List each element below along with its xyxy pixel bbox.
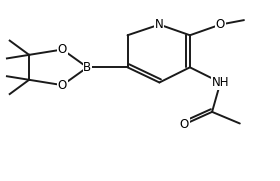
Text: B: B	[83, 61, 91, 74]
Text: O: O	[216, 18, 225, 31]
Text: N: N	[155, 18, 164, 31]
Text: O: O	[58, 79, 67, 92]
Text: O: O	[58, 43, 67, 56]
Text: O: O	[180, 118, 189, 131]
Text: NH: NH	[212, 76, 229, 89]
